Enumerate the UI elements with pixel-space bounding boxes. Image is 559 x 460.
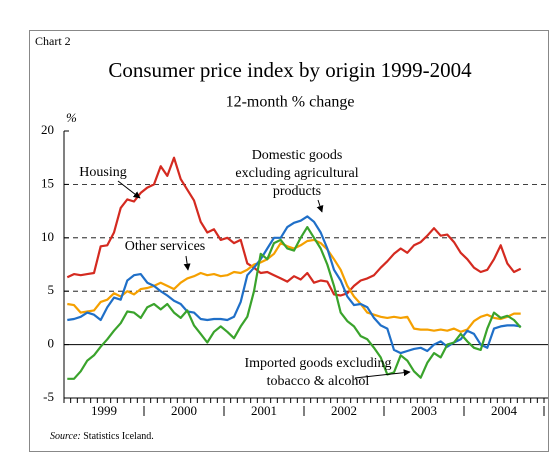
x-tick-label: 2003	[411, 403, 437, 418]
source-label: Source:	[50, 431, 81, 442]
x-tick-label: 2000	[171, 403, 197, 418]
chart-title: Consumer price index by origin 1999-2004	[108, 58, 472, 82]
series-line	[67, 226, 522, 380]
series-line	[66, 156, 522, 297]
series-label: Imported goods excluding	[245, 356, 392, 371]
series-label: excluding agricultural	[235, 166, 358, 181]
chart-subtitle: 12-month % change	[226, 94, 355, 111]
frame	[29, 30, 549, 452]
series-line	[67, 215, 521, 355]
series-label: Housing	[79, 165, 126, 180]
series-label: Domestic goods	[252, 148, 343, 163]
source: Source: Statistics Iceland.	[50, 431, 154, 442]
source-text: Statistics Iceland.	[83, 431, 154, 442]
y-tick-label: 5	[48, 282, 55, 297]
label-arrow	[316, 199, 324, 213]
x-tick-label: 1999	[91, 403, 117, 418]
y-tick-label: 10	[41, 229, 54, 244]
y-tick-label: 0	[48, 336, 55, 351]
x-tick-label: 2002	[331, 403, 357, 418]
y-tick-label: -5	[43, 389, 54, 404]
x-tick-label: 2001	[251, 403, 277, 418]
x-tick-label: 2004	[491, 403, 518, 418]
series-label: products	[273, 184, 321, 199]
label-arrow	[354, 369, 411, 379]
label-arrow	[183, 255, 191, 271]
y-tick-label: 15	[41, 175, 54, 190]
chart-label: Chart 2	[35, 34, 71, 48]
y-axis-label: %	[66, 110, 77, 125]
series-label: tobacco & alcohol	[267, 374, 370, 389]
y-tick-label: 20	[41, 122, 54, 137]
series-label: Other services	[125, 239, 205, 254]
label-arrow	[117, 180, 141, 199]
